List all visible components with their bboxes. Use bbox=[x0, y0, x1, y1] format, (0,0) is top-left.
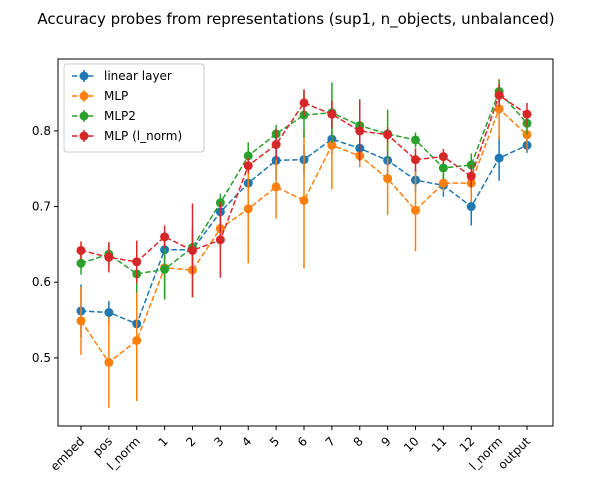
data-point bbox=[411, 135, 420, 145]
legend: linear layer MLP MLP2 MLP (l_norm) bbox=[63, 63, 205, 153]
legend-marker bbox=[79, 91, 89, 101]
x-tick-label: 3 bbox=[211, 434, 226, 449]
x-tick-label: output bbox=[495, 434, 533, 472]
data-point bbox=[76, 258, 86, 268]
data-point bbox=[383, 174, 393, 184]
data-point bbox=[466, 171, 476, 181]
data-point bbox=[188, 245, 197, 255]
series-line bbox=[80, 90, 528, 275]
data-point bbox=[355, 126, 365, 136]
data-point bbox=[243, 161, 253, 171]
y-tick-label: 0.8 bbox=[32, 124, 51, 138]
data-point bbox=[271, 140, 281, 150]
x-tick-label: 6 bbox=[295, 434, 310, 449]
x-tick-label: 8 bbox=[351, 434, 366, 449]
data-point bbox=[299, 196, 309, 206]
y-tick-label: 0.5 bbox=[32, 351, 51, 365]
series-3 bbox=[76, 83, 532, 298]
series-line bbox=[80, 94, 528, 263]
data-point bbox=[271, 182, 281, 192]
data-point bbox=[494, 90, 504, 100]
data-point bbox=[438, 163, 448, 173]
data-point bbox=[76, 245, 86, 255]
data-point bbox=[494, 104, 504, 114]
data-point bbox=[438, 152, 448, 162]
data-point bbox=[327, 140, 337, 150]
y-tick-label: 0.6 bbox=[32, 275, 51, 289]
data-point bbox=[438, 178, 448, 188]
data-point bbox=[104, 307, 114, 317]
legend-label: MLP bbox=[104, 89, 128, 103]
data-point bbox=[132, 257, 142, 267]
data-point bbox=[104, 252, 114, 262]
x-tick-label: 10 bbox=[401, 434, 422, 455]
data-point bbox=[243, 204, 253, 214]
legend-label: linear layer bbox=[104, 69, 172, 83]
data-point bbox=[215, 235, 225, 245]
data-point bbox=[104, 357, 114, 367]
plot-frame bbox=[57, 58, 554, 427]
x-tick-label: 4 bbox=[239, 434, 254, 449]
series-line bbox=[80, 107, 528, 364]
data-point bbox=[327, 109, 337, 119]
x-tick-label: 2 bbox=[183, 434, 198, 449]
y-tick-label: 0.7 bbox=[32, 200, 51, 214]
data-point bbox=[160, 264, 170, 274]
data-point bbox=[411, 205, 420, 215]
x-tick-label: 11 bbox=[429, 434, 450, 455]
data-point bbox=[411, 155, 420, 165]
x-tick-label: embed bbox=[48, 434, 87, 473]
plot-area bbox=[76, 78, 532, 408]
data-point bbox=[160, 232, 170, 242]
chart-title: Accuracy probes from representations (su… bbox=[37, 10, 554, 29]
x-tick-label: 5 bbox=[267, 434, 282, 449]
legend-label: MLP (l_norm) bbox=[104, 129, 182, 143]
data-point bbox=[243, 151, 253, 161]
x-tick-label: 12 bbox=[457, 434, 478, 455]
data-point bbox=[383, 130, 393, 140]
data-point bbox=[494, 153, 504, 163]
legend-marker bbox=[79, 111, 89, 121]
data-point bbox=[132, 335, 142, 345]
x-tick-label: 7 bbox=[323, 434, 338, 449]
data-point bbox=[466, 202, 476, 212]
legend-marker bbox=[79, 71, 89, 81]
data-point bbox=[76, 316, 86, 326]
legend-box bbox=[63, 63, 205, 153]
data-point bbox=[522, 109, 532, 119]
legend-marker bbox=[79, 131, 89, 141]
legend-label: MLP2 bbox=[104, 109, 136, 123]
x-tick-label: 9 bbox=[378, 434, 393, 449]
x-tick-label: 1 bbox=[155, 434, 170, 449]
data-point bbox=[299, 98, 309, 108]
